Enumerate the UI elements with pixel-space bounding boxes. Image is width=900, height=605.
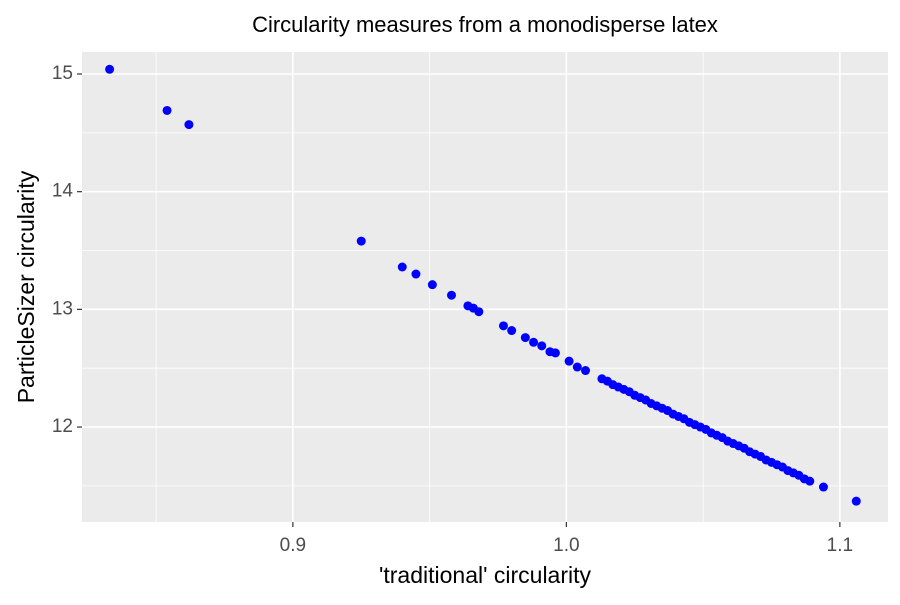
point bbox=[818, 482, 828, 492]
point bbox=[446, 290, 456, 300]
x-axis-title: 'traditional' circularity bbox=[379, 562, 592, 588]
y-axis-title: ParticleSizer circularity bbox=[13, 170, 39, 403]
point bbox=[427, 280, 437, 290]
point bbox=[498, 321, 508, 331]
point bbox=[105, 64, 115, 74]
point bbox=[805, 476, 815, 486]
chart-title: Circularity measures from a monodisperse… bbox=[252, 12, 718, 37]
y-tick-label: 15 bbox=[52, 63, 73, 84]
point bbox=[581, 366, 591, 376]
point bbox=[550, 348, 560, 358]
point bbox=[184, 120, 194, 130]
point bbox=[356, 236, 366, 246]
point bbox=[572, 362, 582, 372]
y-tick-label: 13 bbox=[52, 298, 73, 319]
point bbox=[537, 341, 547, 351]
point bbox=[564, 356, 574, 366]
y-tick-label: 12 bbox=[52, 416, 73, 437]
y-tick-label: 14 bbox=[52, 181, 74, 202]
point bbox=[851, 496, 861, 506]
point bbox=[529, 337, 539, 347]
point bbox=[474, 307, 484, 317]
point bbox=[397, 262, 407, 272]
x-tick-label: 1.1 bbox=[827, 535, 853, 556]
point bbox=[162, 105, 172, 115]
point bbox=[507, 326, 517, 336]
x-tick-label: 1.0 bbox=[553, 535, 579, 556]
x-tick-label: 0.9 bbox=[280, 535, 306, 556]
point bbox=[520, 333, 530, 343]
point bbox=[411, 269, 421, 279]
panel bbox=[82, 52, 888, 522]
